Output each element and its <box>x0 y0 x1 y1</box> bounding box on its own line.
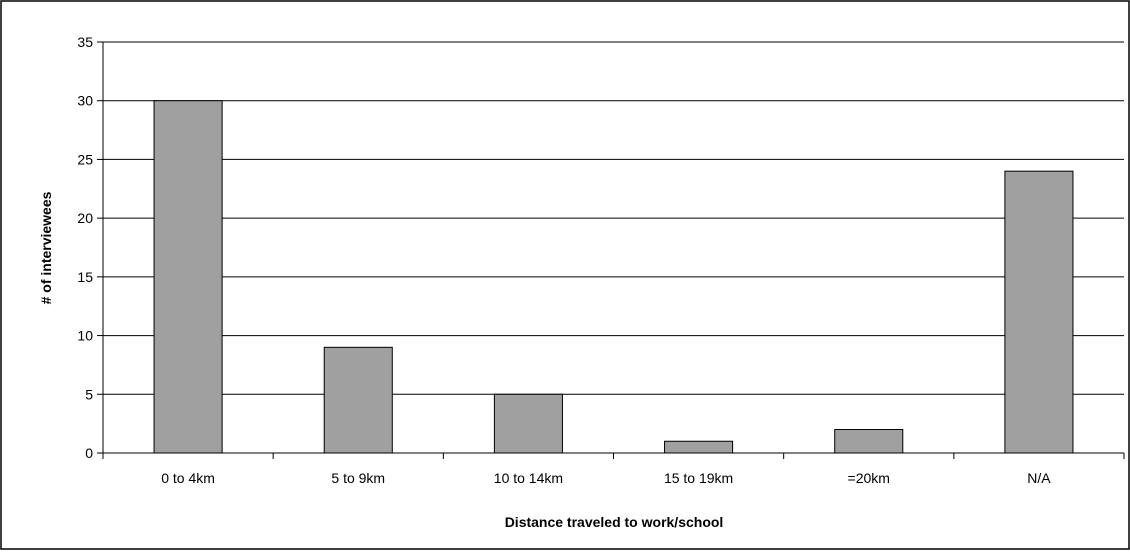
y-tick-label: 5 <box>85 386 93 402</box>
y-tick-label: 35 <box>77 34 93 50</box>
bar <box>664 440 734 454</box>
x-tick-label: N/A <box>1027 470 1051 486</box>
x-tick-label: 15 to 19km <box>664 470 733 486</box>
y-tick-label: 0 <box>85 445 93 461</box>
bar <box>153 100 223 454</box>
y-tick-label: 20 <box>77 210 93 226</box>
bar <box>834 429 904 454</box>
bar <box>323 346 393 454</box>
y-tick-label: 10 <box>77 328 93 344</box>
y-tick-label: 30 <box>77 93 93 109</box>
bar <box>1004 170 1074 454</box>
x-tick-label: 10 to 14km <box>494 470 563 486</box>
x-tick-label: 0 to 4km <box>161 470 215 486</box>
y-tick-label: 15 <box>77 269 93 285</box>
x-axis-title: Distance traveled to work/school <box>505 514 724 530</box>
x-tick-label: 5 to 9km <box>331 470 385 486</box>
y-axis-title: # of interviewees <box>38 191 54 304</box>
bar <box>493 393 563 454</box>
y-tick-label: 25 <box>77 151 93 167</box>
x-tick-label: =20km <box>848 470 890 486</box>
